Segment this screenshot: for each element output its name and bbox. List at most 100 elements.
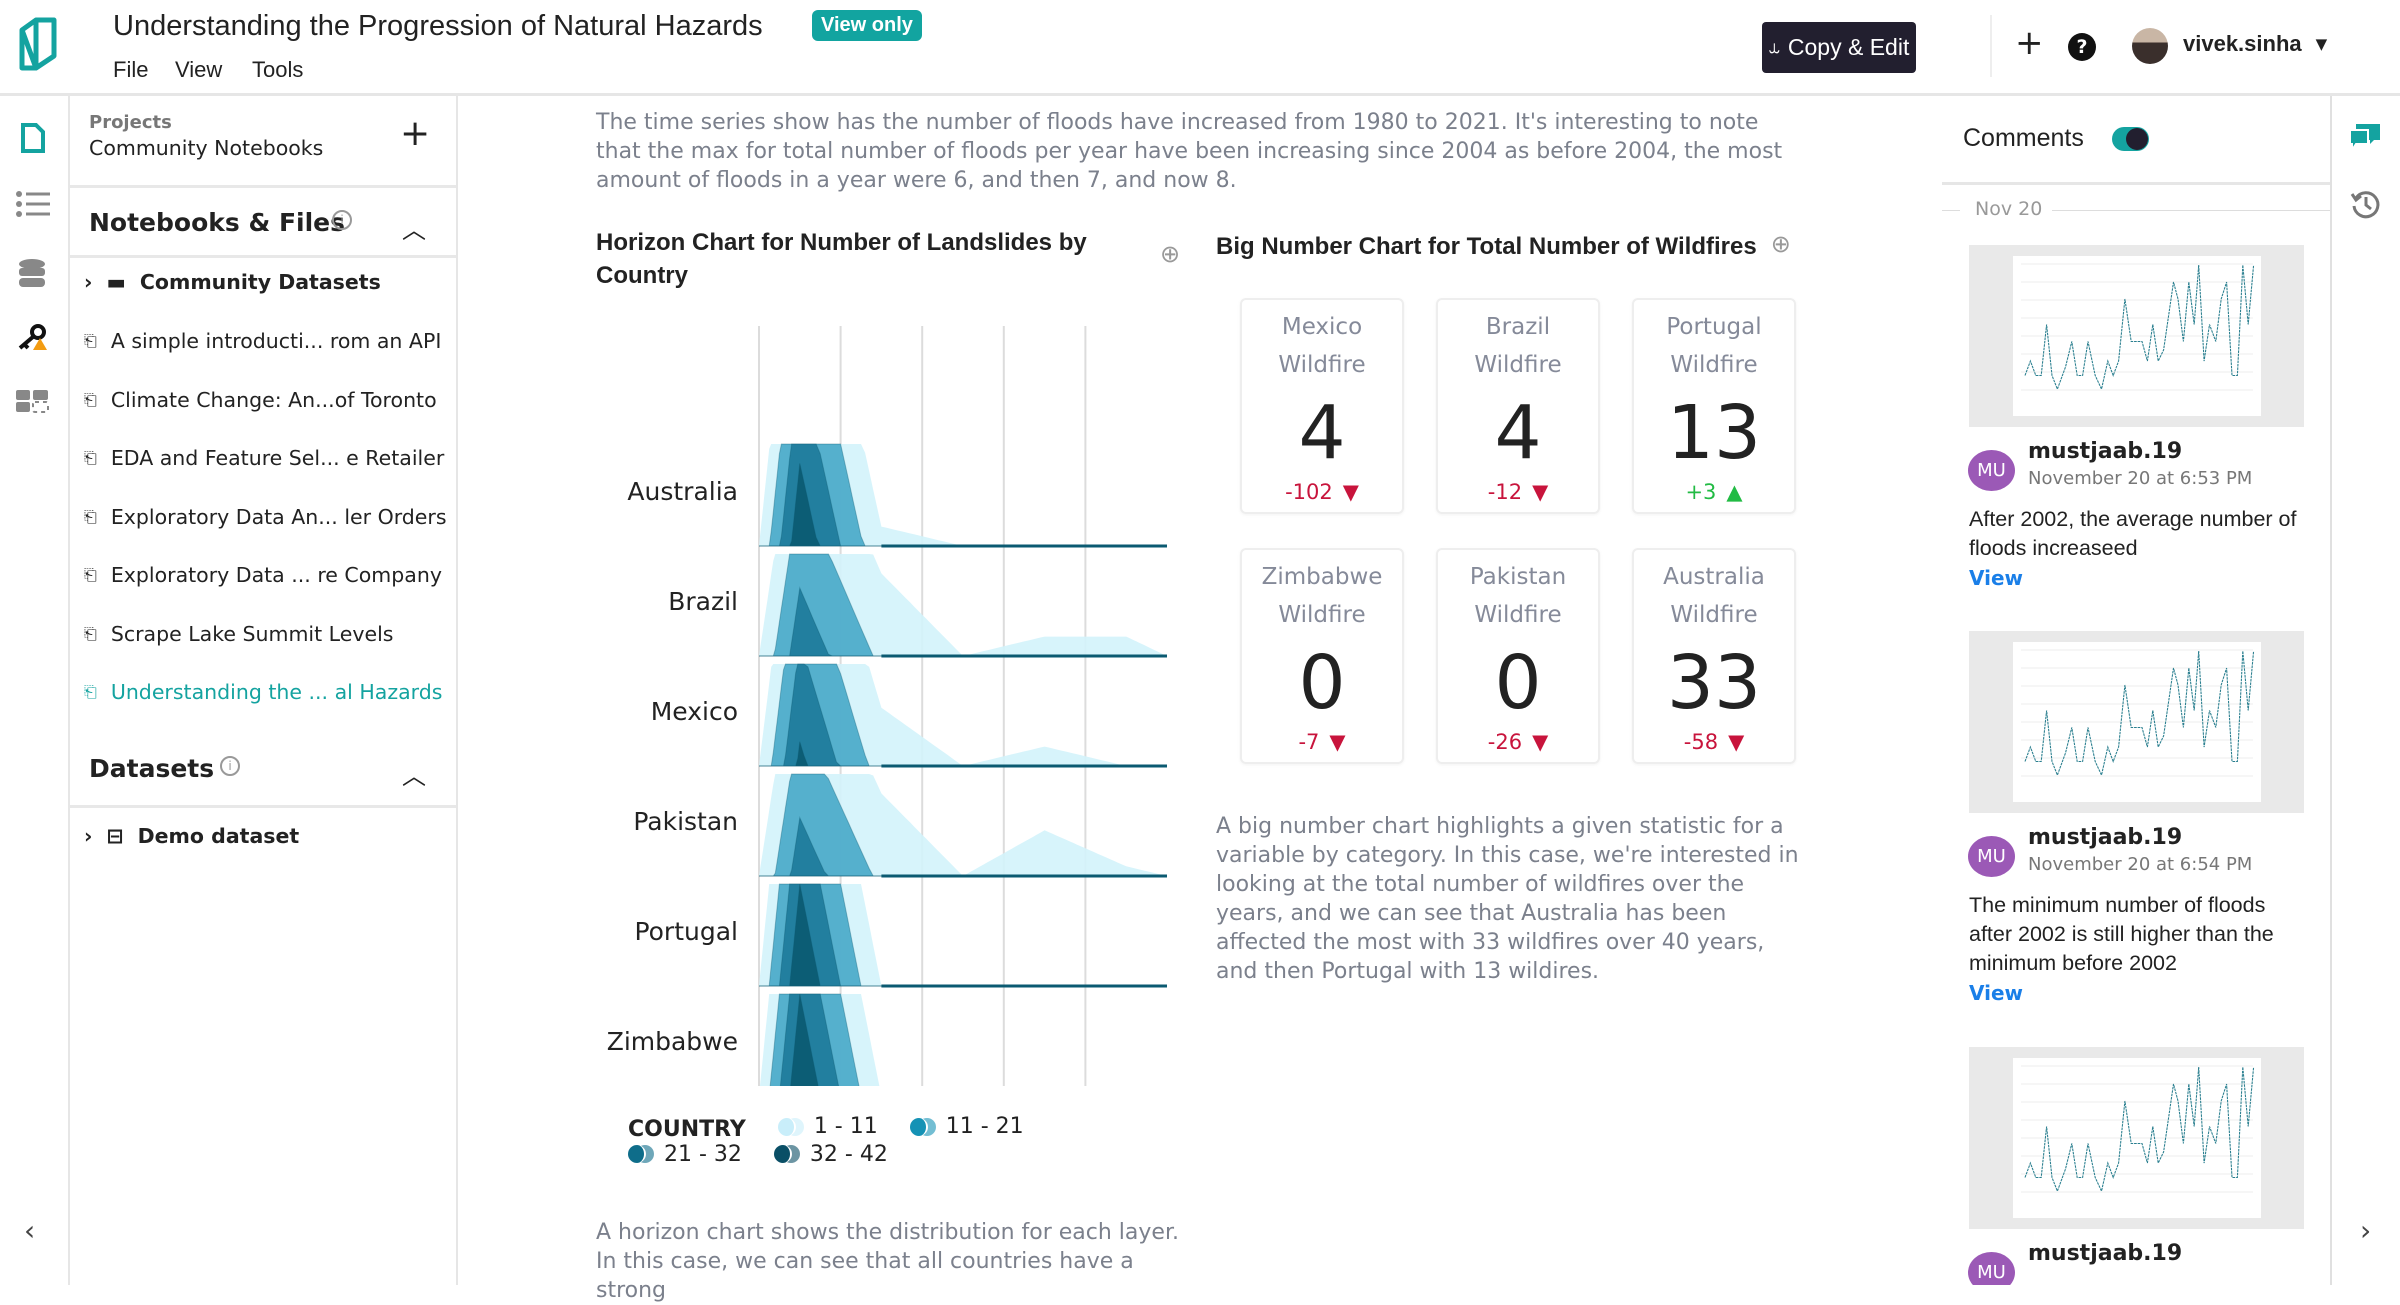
notebook-item[interactable]: ⎗ Exploratory Data An... ler Orders xyxy=(84,505,447,529)
comment-body: The minimum number of floods after 2002 … xyxy=(1969,891,2314,1005)
country-label: Zimbabwe xyxy=(607,1027,738,1056)
date-rule xyxy=(1942,210,1960,211)
notebook-item[interactable]: ⎗ Scrape Lake Summit Levels xyxy=(84,622,393,646)
file-icon[interactable] xyxy=(20,122,46,154)
key-warning-icon[interactable] xyxy=(16,324,50,350)
big-number-card: Zimbabwe Wildfire 0 -7 ▼ xyxy=(1240,548,1404,764)
country-label: Australia xyxy=(627,477,738,506)
dataset-icon: ⊟ xyxy=(106,824,124,848)
horizon-band-1 xyxy=(759,664,1167,766)
history-icon[interactable] xyxy=(2350,188,2382,220)
notebook-label: Understanding the ... al Hazards xyxy=(110,680,443,704)
comment-snapshot[interactable] xyxy=(1969,1047,2304,1229)
notebook-item[interactable]: ⎗ Climate Change: An...of Toronto xyxy=(84,388,437,412)
commenter-name: mustjaab.19 xyxy=(2028,825,2183,850)
username[interactable]: vivek.sinha xyxy=(2183,31,2302,56)
legend-swatch xyxy=(909,1117,936,1136)
menu-view[interactable]: View xyxy=(175,57,223,82)
card-value: 4 xyxy=(1298,390,1346,476)
card-label: Wildfire xyxy=(1278,602,1366,628)
zoom-in-icon[interactable]: ⊕ xyxy=(1160,240,1181,268)
notebook-label: Exploratory Data ... re Company xyxy=(110,563,442,587)
project-name[interactable]: Community Notebooks xyxy=(89,136,324,160)
menu-file[interactable]: File xyxy=(113,57,149,82)
collapse-left-icon[interactable]: ‹ xyxy=(24,1214,36,1247)
help-icon[interactable]: ? xyxy=(2068,33,2096,61)
copy-edit-label: Copy & Edit xyxy=(1787,34,1910,60)
comments-icon[interactable] xyxy=(2348,122,2382,154)
comments-toggle[interactable] xyxy=(2112,127,2149,151)
horizon-row-australia: Australia xyxy=(627,443,1167,548)
delta-value: -102 xyxy=(1285,480,1333,504)
info-icon[interactable]: i xyxy=(332,210,352,230)
triangle-down-icon: ▼ xyxy=(1728,730,1745,754)
info-icon[interactable]: i xyxy=(220,756,240,776)
intro-text: The time series show has the number of f… xyxy=(596,110,1783,193)
horizon-band-3 xyxy=(759,443,1167,547)
caret-down-icon[interactable]: ▼ xyxy=(2315,35,2328,53)
notebooks-section-header[interactable]: Notebooks & Files i ︿ xyxy=(70,188,456,258)
comment-snapshot[interactable] xyxy=(1969,245,2304,427)
legend-item[interactable]: 11 - 21 xyxy=(909,1114,1024,1139)
view-comment-link[interactable]: View xyxy=(1969,981,2024,1005)
notebook-item[interactable]: ⎗ Exploratory Data ... re Company xyxy=(84,563,442,587)
big-number-card: Mexico Wildfire 4 -102 ▼ xyxy=(1240,298,1404,514)
app-logo-icon[interactable] xyxy=(18,16,58,72)
legend-item[interactable]: 21 - 32 xyxy=(628,1142,742,1167)
zoom-in-icon[interactable]: ⊕ xyxy=(1770,230,1791,258)
chevron-up-icon[interactable]: ︿ xyxy=(402,216,426,244)
dataset-item[interactable]: › ⊟ Demo dataset xyxy=(84,824,299,848)
card-label: Wildfire xyxy=(1474,352,1562,378)
copy-edit-button[interactable]: ⥿ Copy & Edit xyxy=(1762,22,1916,73)
horizon-row-brazil: Brazil xyxy=(668,553,1167,658)
card-value: 13 xyxy=(1666,390,1762,476)
country-label: Brazil xyxy=(668,587,738,616)
expand-right-icon[interactable]: › xyxy=(2360,1214,2372,1247)
horizon-band-3 xyxy=(779,993,840,1086)
view-comment-link[interactable]: View xyxy=(1969,566,2024,590)
notebook-item[interactable]: ⎗ Understanding the ... al Hazards xyxy=(84,680,442,704)
notebook-title: Understanding the Progression of Natural… xyxy=(113,10,763,42)
comment-snapshot[interactable] xyxy=(1969,631,2304,813)
list-icon[interactable] xyxy=(16,191,50,217)
datasets-section-header[interactable]: Datasets i ︿ xyxy=(70,736,456,808)
legend-label: 1 - 11 xyxy=(813,1114,878,1139)
horizon-row-zimbabwe: Zimbabwe xyxy=(607,993,880,1086)
big-number-caption: A big number chart highlights a given st… xyxy=(1216,814,1799,984)
dashboard-icon[interactable] xyxy=(16,390,50,414)
comment-body: After 2002, the average number of floods… xyxy=(1969,505,2314,590)
menu-tools[interactable]: Tools xyxy=(252,57,304,82)
card-value: 4 xyxy=(1494,390,1542,476)
chevron-up-icon[interactable]: ︿ xyxy=(402,762,426,790)
user-menu[interactable]: vivek.sinha ▼ xyxy=(2183,31,2327,57)
card-value: 0 xyxy=(1494,640,1542,726)
legend-label: 11 - 21 xyxy=(945,1114,1024,1139)
database-icon[interactable] xyxy=(18,259,46,289)
comment-text: The minimum number of floods after 2002 … xyxy=(1969,893,2274,975)
notebook-item[interactable]: ⎗ EDA and Feature Sel... e Retailer xyxy=(84,446,444,470)
add-icon[interactable]: + xyxy=(2015,23,2044,63)
legend-title: COUNTRY xyxy=(628,1116,746,1142)
legend-item[interactable]: 32 - 42 xyxy=(773,1142,888,1167)
notebook-label: Climate Change: An...of Toronto xyxy=(110,387,437,412)
user-avatar[interactable] xyxy=(2132,28,2168,64)
card-country: Mexico xyxy=(1281,314,1363,340)
notebook-icon: ⎗ xyxy=(84,682,97,701)
notebook-item[interactable]: ⎗ A simple introducti... rom an API xyxy=(84,329,441,353)
projects-label: Projects xyxy=(89,112,172,133)
notebook-icon: ⎗ xyxy=(84,389,97,409)
folder-community-datasets[interactable]: › ▬ Community Datasets xyxy=(84,270,381,294)
card-label: Wildfire xyxy=(1278,352,1366,378)
datasets-title: Datasets xyxy=(89,754,215,783)
commenter-avatar: MU xyxy=(1968,1252,2015,1285)
legend-item[interactable]: 1 - 11 xyxy=(777,1114,878,1139)
legend-swatch xyxy=(773,1145,800,1163)
notebook-label: EDA and Feature Sel... e Retailer xyxy=(110,446,445,470)
app-header: Understanding the Progression of Natural… xyxy=(0,0,2400,96)
notebook-icon: ⎗ xyxy=(84,448,97,467)
card-country: Brazil xyxy=(1485,314,1551,340)
add-project-icon[interactable]: + xyxy=(400,113,431,154)
big-number-card: Australia Wildfire 33 -58 ▼ xyxy=(1632,548,1796,764)
card-label: Wildfire xyxy=(1670,602,1758,628)
horizon-band-1 xyxy=(759,884,1167,986)
